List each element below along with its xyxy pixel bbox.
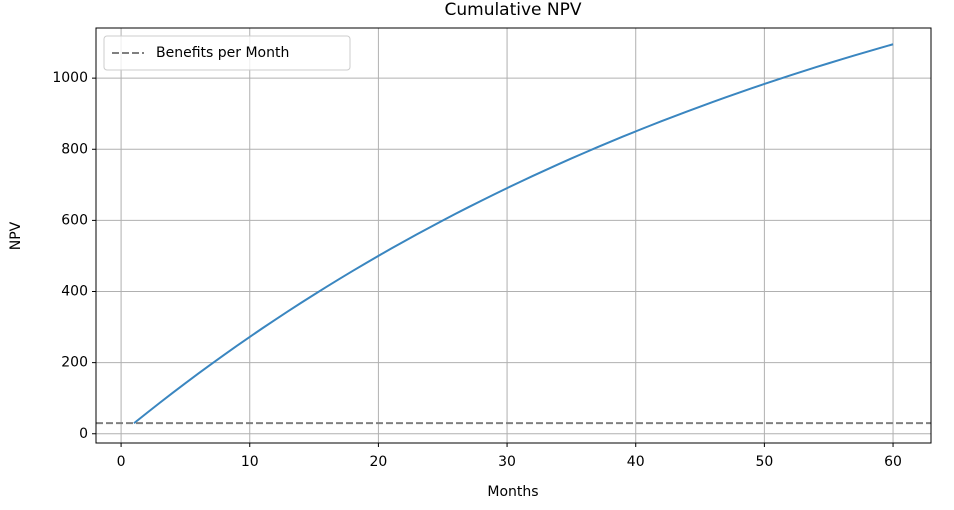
x-tick-label: 40 xyxy=(627,454,645,470)
x-tick-label: 60 xyxy=(884,454,902,470)
x-axis-label: Months xyxy=(487,484,538,500)
y-axis-label: NPV xyxy=(8,221,24,250)
y-tick-label: 200 xyxy=(61,355,88,371)
x-tick-label: 50 xyxy=(755,454,773,470)
y-tick-label: 1000 xyxy=(52,70,88,86)
plot-frame xyxy=(95,27,932,444)
y-tick-label: 0 xyxy=(79,426,88,442)
y-tick-label: 600 xyxy=(61,212,88,228)
line-series xyxy=(133,43,894,425)
x-tick-label: 30 xyxy=(498,454,516,470)
legend-box xyxy=(103,35,351,71)
x-tick-label: 10 xyxy=(241,454,259,470)
y-tick-label: 800 xyxy=(61,141,88,157)
x-tick-label: 20 xyxy=(369,454,387,470)
x-tick-label: 0 xyxy=(117,454,126,470)
chart-title: Cumulative NPV xyxy=(444,0,581,20)
legend-label: Benefits per Month xyxy=(156,45,289,61)
y-tick-label: 400 xyxy=(61,284,88,300)
